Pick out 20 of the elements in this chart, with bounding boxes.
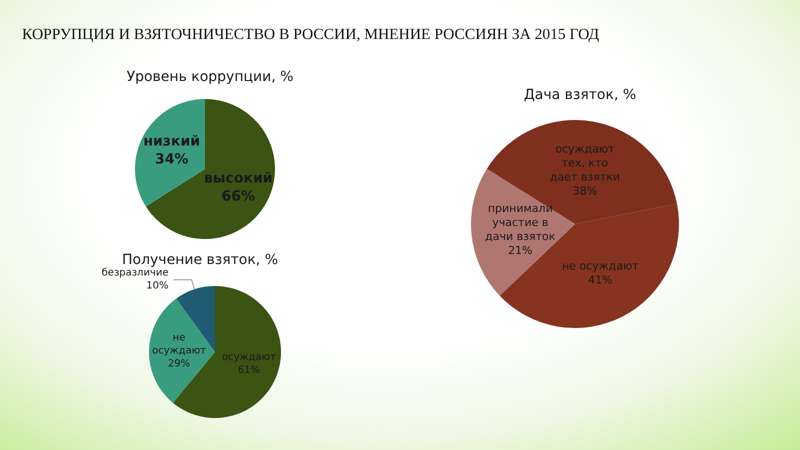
slice-label: не осуждают: [152, 332, 206, 356]
chart-title: Получение взяток, %: [122, 252, 278, 268]
slice-label: не осуждают: [562, 259, 640, 272]
data-label: 34%: [154, 152, 188, 168]
chart-title: Дача взяток, %: [524, 87, 636, 103]
data-label: 38%: [572, 184, 598, 198]
slice-label: осуждают: [222, 352, 276, 364]
chart-title: Уровень коррупции, %: [126, 69, 294, 85]
text: КОРРУПЦИЯ И ВЗЯТОЧНИЧЕСТВО В РОССИИ, МНЕНИЕ РОССИЯН ЗА 2015 ГОД: [22, 26, 600, 44]
data-label: 66%: [222, 188, 256, 204]
data-label: 41%: [588, 273, 613, 286]
slice-label: осуждают тех, кто дает взятки: [550, 142, 620, 184]
data-label: 21%: [508, 244, 533, 258]
data-label: 10%: [146, 280, 169, 292]
slice-label: низкий: [143, 134, 200, 150]
data-label: 29%: [168, 358, 190, 370]
data-label: 61%: [238, 365, 260, 376]
slice-label: высокий: [204, 170, 273, 186]
slice-label: безразличие: [102, 268, 169, 279]
slice-label: принимали участие в дачи взяток: [485, 202, 556, 244]
